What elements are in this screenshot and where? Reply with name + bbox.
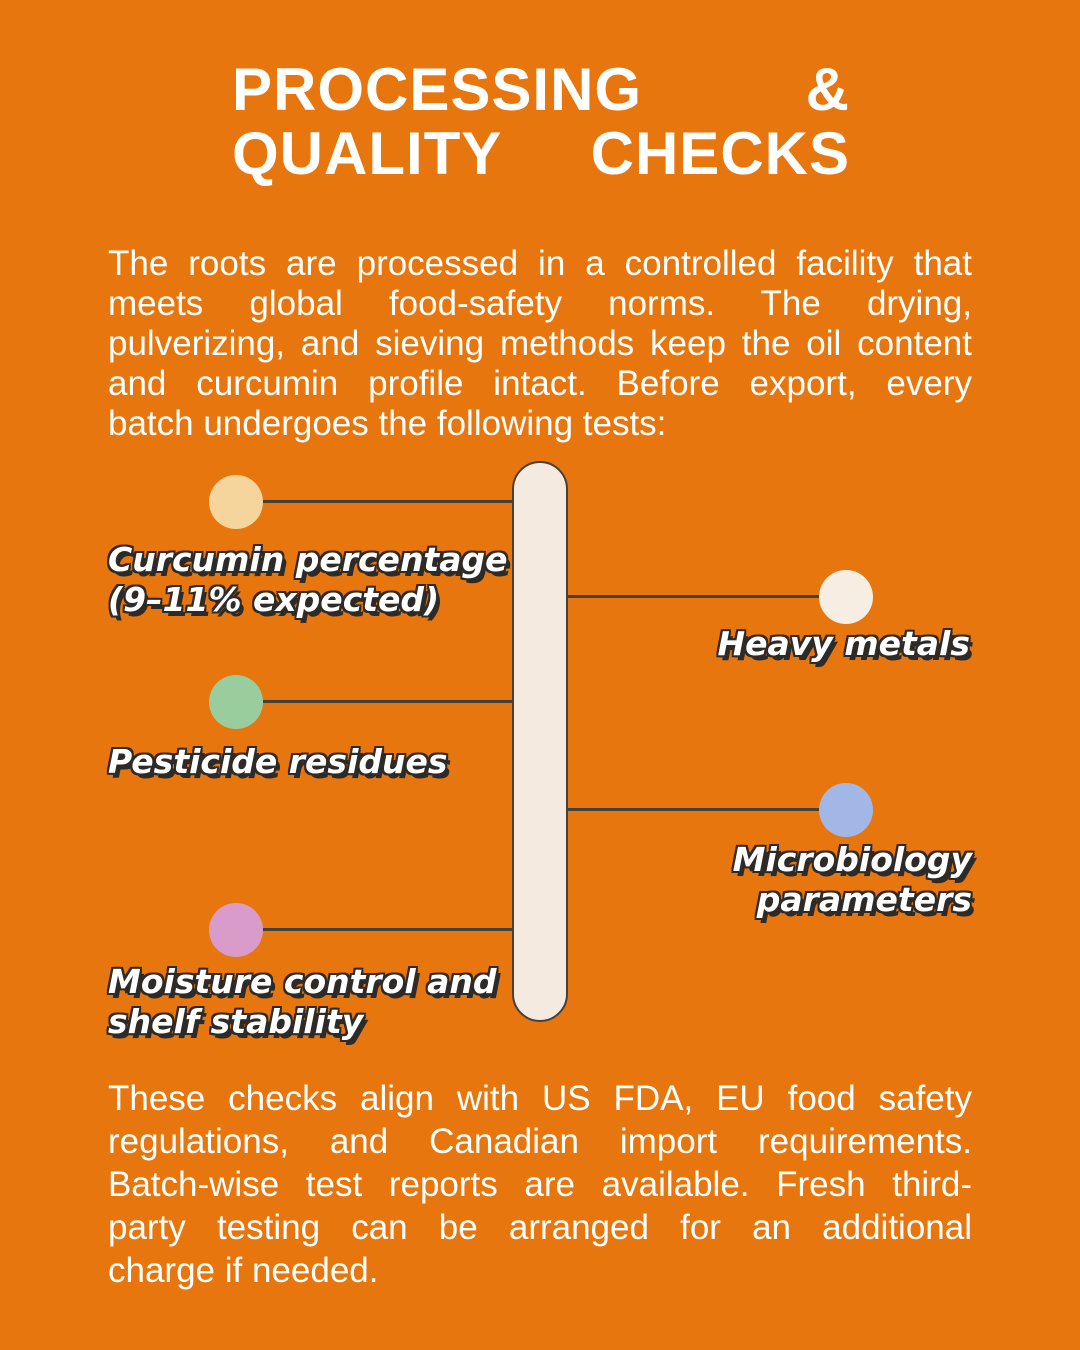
intro-paragraph: The roots are processed in a controlled … bbox=[108, 244, 972, 443]
heavy-metals-label: Heavy metals bbox=[717, 624, 970, 663]
curcumin-dot bbox=[209, 475, 263, 529]
microbiology-dot bbox=[819, 783, 873, 837]
connector-curcumin bbox=[236, 500, 514, 503]
curcumin-label: Curcumin percentage (9–11% expected) bbox=[108, 540, 508, 619]
connector-moisture bbox=[236, 928, 514, 931]
moisture-dot bbox=[209, 903, 263, 957]
pesticide-dot bbox=[209, 675, 263, 729]
connector-heavy-metals bbox=[566, 595, 846, 598]
moisture-label: Moisture control and shelf stability bbox=[108, 962, 497, 1041]
center-bar bbox=[512, 461, 568, 1022]
page-title: PROCESSING & QUALITY CHECKS bbox=[232, 56, 850, 187]
heavy-metals-dot bbox=[819, 570, 873, 624]
microbiology-label: Microbiology parameters bbox=[732, 840, 972, 919]
connector-microbiology bbox=[566, 808, 846, 811]
connector-pesticide bbox=[236, 700, 514, 703]
pesticide-label: Pesticide residues bbox=[108, 742, 448, 781]
footer-paragraph: These checks align with US FDA, EU food … bbox=[108, 1079, 972, 1290]
